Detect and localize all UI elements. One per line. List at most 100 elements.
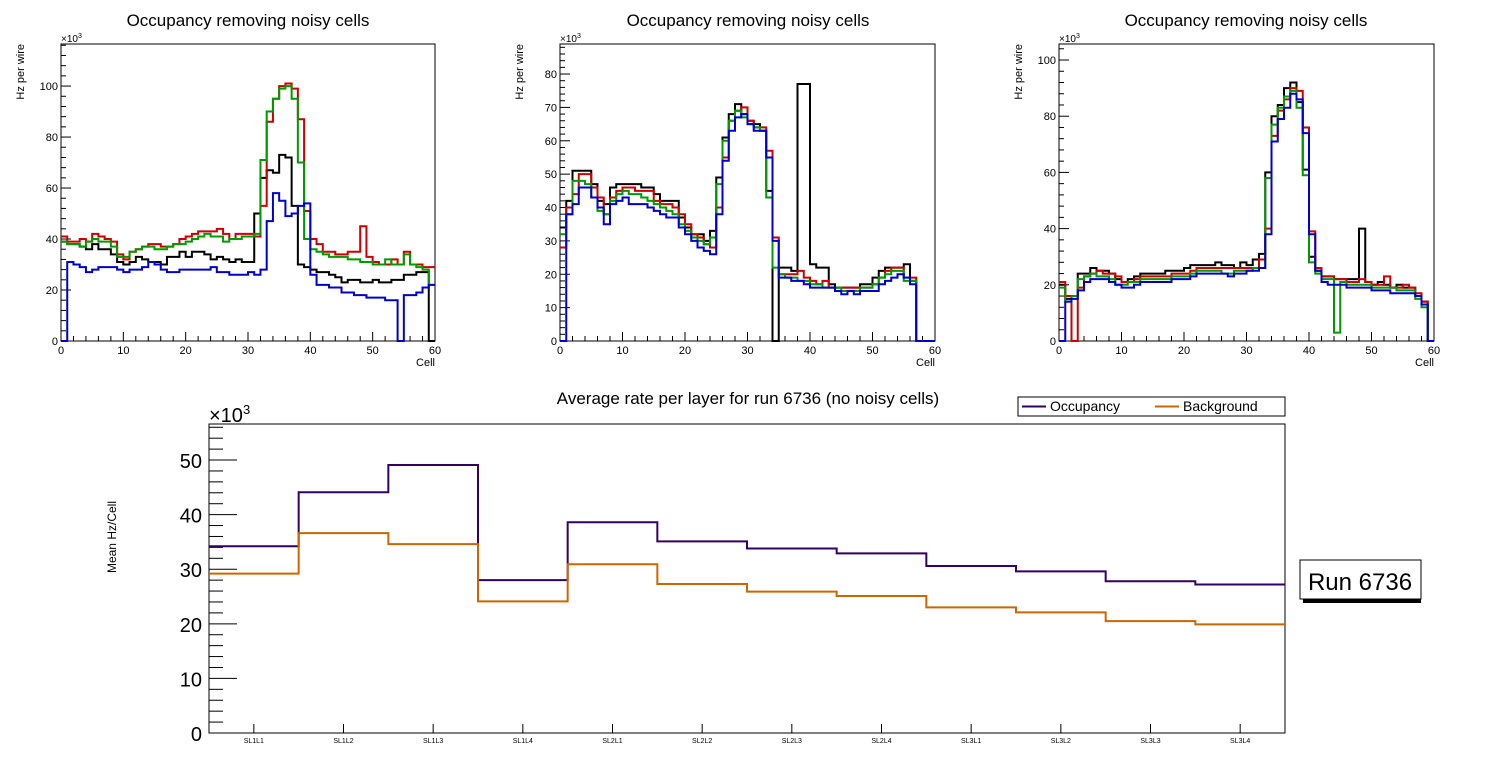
series-green (560, 109, 935, 342)
x-tick-label: 20 (180, 345, 192, 357)
y-axis-label: Hz per wire (514, 44, 526, 100)
y-tick-label: 100 (40, 81, 58, 93)
x-tick-label: 20 (679, 345, 691, 357)
y-tick-label: 100 (1038, 55, 1056, 67)
x-tick-label: 0 (58, 345, 64, 357)
series-blue (1059, 92, 1434, 342)
x-tick-label: SL2L1 (602, 738, 622, 745)
annotation-text: Run 6736 (1308, 569, 1412, 596)
y-multiplier: ×103 (61, 33, 82, 45)
x-tick-label: SL1L1 (244, 738, 264, 745)
series-green (1059, 89, 1434, 342)
series-blue (61, 192, 435, 342)
legend: Occupancy Background (1017, 396, 1286, 417)
x-tick-label: 40 (1303, 345, 1315, 357)
summary-title: Average rate per layer for run 6736 (no … (557, 389, 939, 408)
x-tick-label: 60 (929, 345, 941, 357)
y-tick-label: 10 (545, 303, 557, 315)
plot-frame (1058, 43, 1435, 342)
x-tick-label: SL3L2 (1051, 738, 1071, 745)
panel-title: Occupancy removing noisy cells (1125, 11, 1368, 30)
x-axis-label: Cell (1415, 357, 1434, 369)
plot-frame (208, 423, 1286, 734)
x-tick-label: 60 (429, 345, 441, 357)
x-tick-label: SL3L3 (1140, 738, 1160, 745)
y-tick-label: 30 (545, 236, 557, 248)
series-black (61, 153, 435, 342)
y-tick-label: 20 (545, 269, 557, 281)
x-tick-label: SL2L2 (692, 738, 712, 745)
series-black (1059, 81, 1434, 342)
legend-box (1017, 396, 1286, 417)
x-tick-label: 0 (557, 345, 563, 357)
legend-label-background: Background (1183, 398, 1258, 414)
summary-panel: Average rate per layer for run 6736 (no … (105, 389, 1422, 746)
y-tick-label: 60 (1044, 167, 1056, 179)
panel-title: Occupancy removing noisy cells (627, 11, 870, 30)
x-tick-label: 10 (616, 345, 628, 357)
y-axis-label: Hz per wire (1013, 44, 1025, 100)
y-tick-label: 80 (1044, 111, 1056, 123)
x-tick-label: 10 (117, 345, 129, 357)
annotation-shadow (1303, 598, 1421, 603)
x-tick-label: 40 (304, 345, 316, 357)
y-tick-label: 50 (180, 451, 202, 473)
y-tick-label: 20 (180, 615, 202, 637)
annotation-box (1299, 559, 1422, 600)
panel-2: Occupancy removing noisy cells Hz per wir… (514, 11, 941, 369)
y-tick-label: 10 (180, 669, 202, 691)
y-tick-label: 50 (545, 169, 557, 181)
series-occupancy (209, 463, 1285, 586)
x-axis-label: Cell (916, 357, 935, 369)
x-tick-label: 60 (1428, 345, 1440, 357)
y-tick-label: 40 (545, 203, 557, 215)
x-tick-label: 50 (866, 345, 878, 357)
x-tick-label: SL2L4 (871, 738, 891, 745)
x-tick-label: SL1L4 (513, 738, 533, 745)
x-tick-label: SL1L3 (423, 738, 443, 745)
x-tick-label: 40 (804, 345, 816, 357)
x-tick-label: 30 (242, 345, 254, 357)
y-tick-label: 60 (545, 136, 557, 148)
legend-label-occupancy: Occupancy (1050, 398, 1120, 414)
x-axis-label: Cell (416, 357, 435, 369)
x-tick-label: 50 (367, 345, 379, 357)
x-tick-label: 50 (1365, 345, 1377, 357)
series-red (61, 82, 435, 269)
y-tick-label: 40 (46, 234, 58, 246)
x-tick-label: SL2L3 (782, 738, 802, 745)
series-green (61, 85, 435, 286)
y-tick-label: 20 (46, 285, 58, 297)
y-tick-label: 0 (52, 336, 58, 348)
panel-1: Occupancy removing noisy cells Hz per wir… (15, 11, 441, 369)
y-tick-label: 30 (180, 560, 202, 582)
y-tick-label: 80 (545, 69, 557, 81)
y-tick-label: 60 (46, 183, 58, 195)
y-tick-label: 70 (545, 102, 557, 114)
x-tick-label: 20 (1178, 345, 1190, 357)
x-tick-label: SL3L4 (1230, 738, 1250, 745)
y-tick-label: 20 (1044, 280, 1056, 292)
run-annotation: Run 6736 (1299, 559, 1422, 603)
x-tick-label: 30 (1240, 345, 1252, 357)
y-tick-label: 0 (1050, 336, 1056, 348)
y-multiplier: ×103 (1059, 33, 1080, 45)
y-multiplier: ×103 (560, 33, 581, 45)
y-multiplier: ×103 (209, 402, 250, 427)
x-tick-label: 30 (741, 345, 753, 357)
series-red (1059, 87, 1434, 342)
x-tick-label: SL3L1 (961, 738, 981, 745)
series-blue (560, 113, 935, 342)
y-tick-label: 40 (1044, 224, 1056, 236)
x-tick-label: SL1L2 (333, 738, 353, 745)
x-tick-label: 10 (1115, 345, 1127, 357)
x-tick-label: 0 (1056, 345, 1062, 357)
y-tick-label: 40 (180, 506, 202, 528)
series-red (560, 106, 935, 342)
series-background (209, 532, 1285, 626)
panel-3: Occupancy removing noisy cells Hz per wir… (1013, 11, 1440, 369)
y-tick-label: 0 (191, 724, 202, 746)
y-tick-label: 0 (551, 336, 557, 348)
y-axis-label: Hz per wire (15, 44, 27, 100)
